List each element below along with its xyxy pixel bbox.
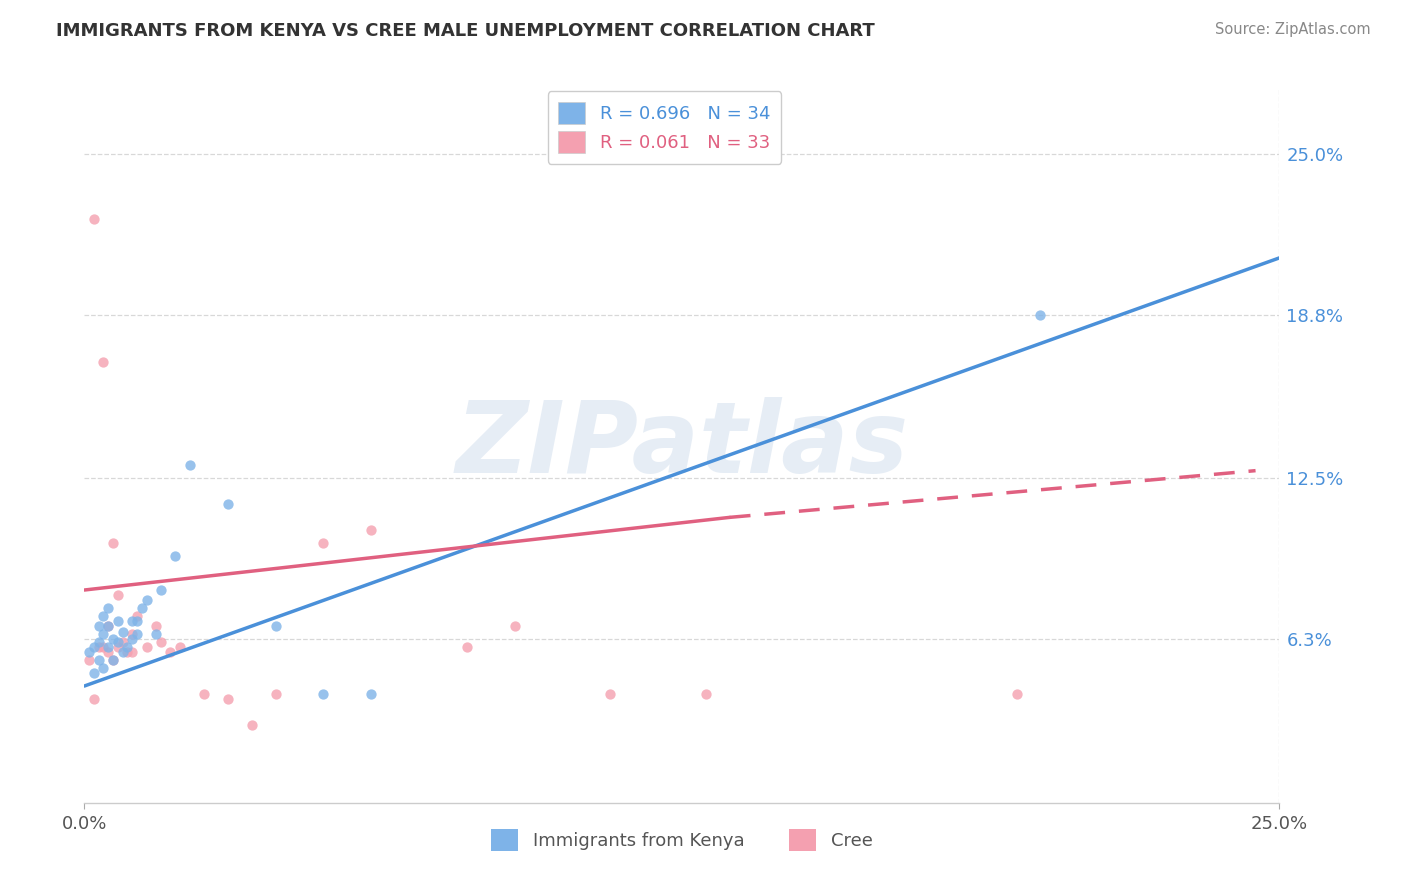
Point (97, 619, 120, 633)
Point (83, 211, 105, 226)
Point (1005, 687, 1028, 701)
Point (93, 627, 115, 641)
Point (117, 645, 139, 659)
Text: Source: ZipAtlas.com: Source: ZipAtlas.com (1215, 22, 1371, 37)
Point (87, 619, 110, 633)
Point (179, 458, 201, 473)
Point (240, 718, 263, 732)
Point (111, 635, 134, 649)
Point (121, 627, 143, 641)
Point (264, 619, 287, 633)
Point (503, 619, 526, 633)
Point (93, 640, 115, 654)
Point (97, 619, 120, 633)
Point (135, 640, 157, 654)
Point (599, 687, 621, 701)
Point (117, 640, 139, 654)
Point (125, 609, 148, 624)
Text: ZIPatlas: ZIPatlas (456, 398, 908, 494)
Point (145, 627, 167, 641)
Point (121, 614, 143, 628)
Point (77, 645, 100, 659)
Point (135, 593, 157, 607)
Point (1029, 308, 1052, 322)
Point (121, 632, 143, 647)
Point (217, 497, 239, 511)
Point (264, 687, 287, 701)
Point (107, 614, 129, 628)
Point (83, 666, 105, 681)
Legend: Immigrants from Kenya, Cree: Immigrants from Kenya, Cree (484, 822, 880, 858)
Point (83, 692, 105, 706)
Point (312, 687, 335, 701)
Point (125, 614, 148, 628)
Point (159, 645, 181, 659)
Point (97, 601, 120, 615)
Point (87, 635, 110, 649)
Point (101, 653, 124, 667)
Point (165, 549, 187, 564)
Point (131, 601, 153, 615)
Point (149, 582, 172, 597)
Point (149, 635, 172, 649)
Point (111, 645, 134, 659)
Point (360, 687, 382, 701)
Point (87, 653, 110, 667)
Point (360, 524, 382, 538)
Text: IMMIGRANTS FROM KENYA VS CREE MALE UNEMPLOYMENT CORRELATION CHART: IMMIGRANTS FROM KENYA VS CREE MALE UNEMP… (56, 22, 875, 40)
Point (107, 640, 129, 654)
Point (107, 635, 129, 649)
Point (312, 536, 335, 550)
Point (145, 619, 167, 633)
Point (93, 661, 115, 675)
Point (97, 645, 120, 659)
Point (101, 653, 124, 667)
Point (83, 640, 105, 654)
Point (125, 627, 148, 641)
Point (87, 640, 110, 654)
Point (101, 536, 124, 550)
Point (121, 645, 143, 659)
Point (111, 624, 134, 639)
Point (193, 687, 215, 701)
Point (97, 640, 120, 654)
Point (93, 354, 115, 368)
Point (169, 640, 191, 654)
Point (456, 640, 478, 654)
Point (107, 588, 129, 602)
Point (101, 632, 124, 647)
Point (93, 609, 115, 624)
Point (695, 687, 717, 701)
Point (217, 692, 239, 706)
Point (77, 653, 100, 667)
